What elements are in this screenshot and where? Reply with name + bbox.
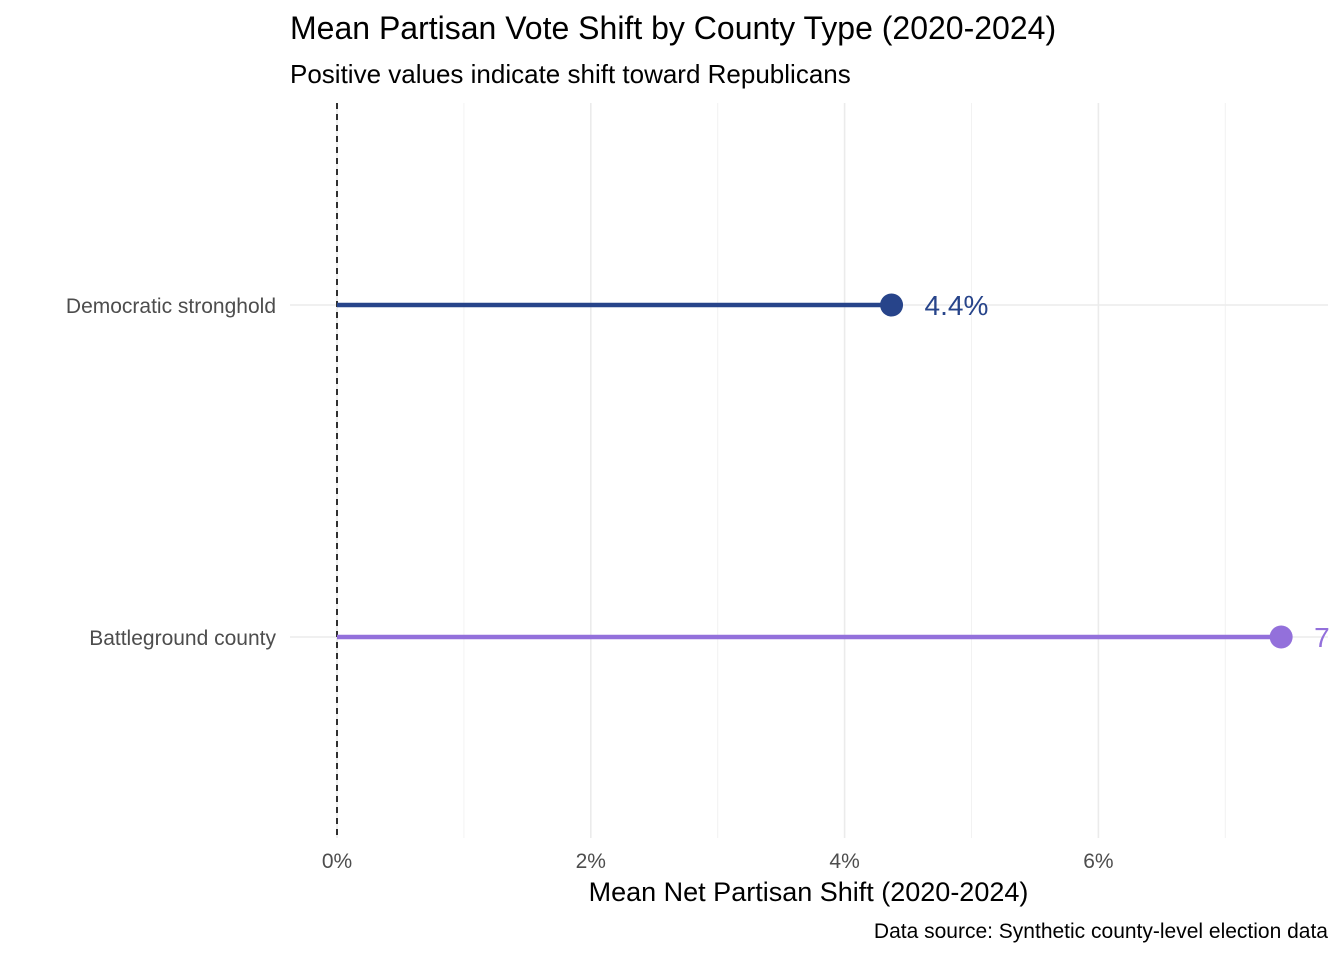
grid-lines [290, 103, 1328, 838]
x-tick-label: 2% [576, 850, 606, 873]
x-tick-label: 4% [829, 850, 859, 873]
x-tick-label: 6% [1083, 850, 1113, 873]
chart-title: Mean Partisan Vote Shift by County Type … [290, 10, 1057, 46]
y-tick-label: Battleground county [89, 627, 276, 650]
x-axis-title: Mean Net Partisan Shift (2020-2024) [589, 877, 1029, 907]
chart-marks: 4.4% 7 [337, 290, 1330, 653]
chart-caption: Data source: Synthetic county-level elec… [873, 920, 1328, 943]
data-label: 7 [1314, 622, 1330, 653]
y-tick-label: Democratic stronghold [66, 295, 276, 318]
data-label: 4.4% [925, 290, 989, 321]
x-axis-ticks: 0% 2% 4% 6% [322, 850, 1114, 873]
lollipop-point [880, 293, 904, 317]
chart-subtitle: Positive values indicate shift toward Re… [290, 59, 851, 89]
y-axis-ticks: Democratic stronghold Battleground county [66, 295, 277, 650]
x-tick-label: 0% [322, 850, 352, 873]
lollipop-point [1269, 625, 1293, 649]
